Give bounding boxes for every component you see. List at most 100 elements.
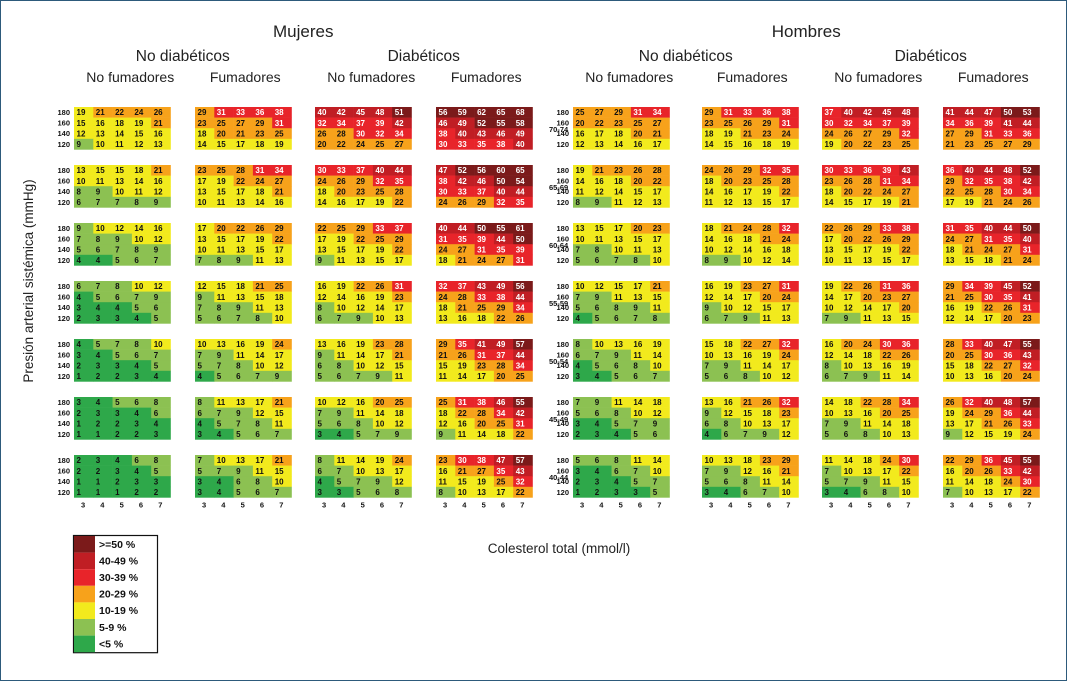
- risk-cell-value: 16: [743, 351, 752, 360]
- risk-cell-value: 40: [439, 224, 448, 233]
- risk-cell: [592, 428, 612, 440]
- risk-cell: [493, 196, 514, 208]
- bp-tick-label: 140: [556, 303, 569, 312]
- risk-cell: [943, 107, 963, 118]
- risk-cell-value: 13: [236, 398, 245, 407]
- risk-cell: [195, 349, 215, 361]
- risk-cell-value: 19: [375, 456, 384, 465]
- risk-cell: [392, 254, 412, 266]
- risk-cell-value: 10: [705, 456, 714, 465]
- risk-cell: [74, 339, 94, 350]
- risk-cell-value: 40: [318, 108, 327, 117]
- risk-cell-value: 13: [633, 293, 642, 302]
- risk-cell: [822, 175, 842, 187]
- risk-cell-value: 21: [458, 467, 467, 476]
- risk-cell-value: 9: [236, 256, 241, 265]
- age-group-label: 45-49: [549, 415, 568, 424]
- risk-cell-value: 14: [653, 456, 662, 465]
- risk-cell: [630, 223, 651, 234]
- risk-cell: [702, 428, 722, 440]
- risk-cell: [214, 281, 234, 292]
- risk-cell-value: 8: [882, 488, 887, 497]
- risk-cell-value: 7: [318, 409, 323, 418]
- risk-cell: [233, 486, 254, 498]
- risk-cell: [822, 302, 842, 314]
- risk-cell: [353, 465, 374, 477]
- risk-cell-value: 32: [782, 224, 791, 233]
- risk-cell: [436, 465, 456, 477]
- bp-tick-label: 180: [556, 456, 569, 465]
- risk-cell-value: 52: [1023, 282, 1032, 291]
- risk-cell-value: 7: [653, 477, 658, 486]
- risk-cell: [195, 175, 215, 187]
- risk-cell: [759, 117, 780, 129]
- risk-cell-value: 47: [439, 166, 448, 175]
- risk-cell-value: 29: [882, 129, 891, 138]
- risk-cell: [779, 223, 799, 234]
- risk-cell: [702, 465, 722, 477]
- risk-cell: [740, 465, 761, 477]
- risk-cell-value: 4: [96, 351, 101, 360]
- risk-cell-value: 13: [863, 256, 872, 265]
- risk-cell-value: 10: [844, 361, 853, 370]
- risk-cell-value: 32: [318, 119, 327, 128]
- risk-cell: [611, 370, 632, 382]
- risk-cell: [436, 128, 456, 140]
- risk-cell: [573, 223, 593, 234]
- risk-cell-value: 24: [984, 245, 993, 254]
- risk-cell: [513, 128, 533, 140]
- risk-cell-value: 20: [844, 340, 853, 349]
- risk-cell-value: 44: [516, 293, 525, 302]
- risk-cell-value: 28: [782, 177, 791, 186]
- risk-cell: [372, 302, 393, 314]
- risk-cell: [455, 165, 475, 176]
- risk-cell: [611, 465, 632, 477]
- bp-tick-label: 140: [556, 361, 569, 370]
- legend-swatch: [74, 635, 95, 653]
- risk-cell: [195, 455, 215, 466]
- risk-cell-value: 22: [743, 340, 752, 349]
- risk-cell-value: 16: [236, 340, 245, 349]
- risk-cell-value: 8: [115, 282, 120, 291]
- risk-cell-value: 15: [134, 129, 143, 138]
- bp-tick-label: 140: [556, 245, 569, 254]
- risk-cell: [272, 196, 292, 208]
- risk-cell: [455, 233, 475, 245]
- risk-cell: [392, 360, 412, 372]
- risk-cell: [131, 175, 152, 187]
- risk-cell-value: 4: [217, 430, 222, 439]
- risk-cell-value: 40: [984, 224, 993, 233]
- risk-cell: [879, 349, 900, 361]
- risk-cell-value: 7: [115, 340, 120, 349]
- risk-cell-value: 47: [1003, 340, 1012, 349]
- risk-cell-value: 17: [198, 177, 207, 186]
- risk-cell: [943, 186, 963, 198]
- risk-cell: [334, 254, 354, 266]
- risk-cell-value: 22: [902, 467, 911, 476]
- risk-cell-value: 20: [217, 129, 226, 138]
- smoking-group-label: No fumadores: [327, 69, 415, 85]
- risk-cell-value: 26: [946, 398, 955, 407]
- risk-cell: [334, 302, 354, 314]
- risk-cell: [592, 175, 612, 187]
- risk-cell: [315, 418, 335, 430]
- risk-cell: [436, 223, 456, 234]
- risk-cell: [513, 370, 533, 382]
- risk-cell: [112, 486, 133, 498]
- risk-cell-value: 21: [984, 198, 993, 207]
- risk-cell-value: 47: [984, 108, 993, 117]
- cholesterol-tick-label: 4: [599, 500, 604, 509]
- risk-cell: [195, 165, 215, 176]
- risk-cell-value: 9: [375, 372, 380, 381]
- risk-cell: [112, 407, 133, 419]
- risk-cell: [721, 486, 741, 498]
- risk-cell: [721, 107, 741, 118]
- risk-cell-value: 25: [516, 372, 525, 381]
- risk-cell: [899, 302, 919, 314]
- risk-cell-value: 3: [633, 488, 638, 497]
- risk-cell: [779, 418, 799, 430]
- risk-cell-value: 5: [576, 409, 581, 418]
- risk-cell-value: 31: [633, 108, 642, 117]
- risk-cell: [899, 223, 919, 234]
- risk-cell-value: 11: [595, 235, 604, 244]
